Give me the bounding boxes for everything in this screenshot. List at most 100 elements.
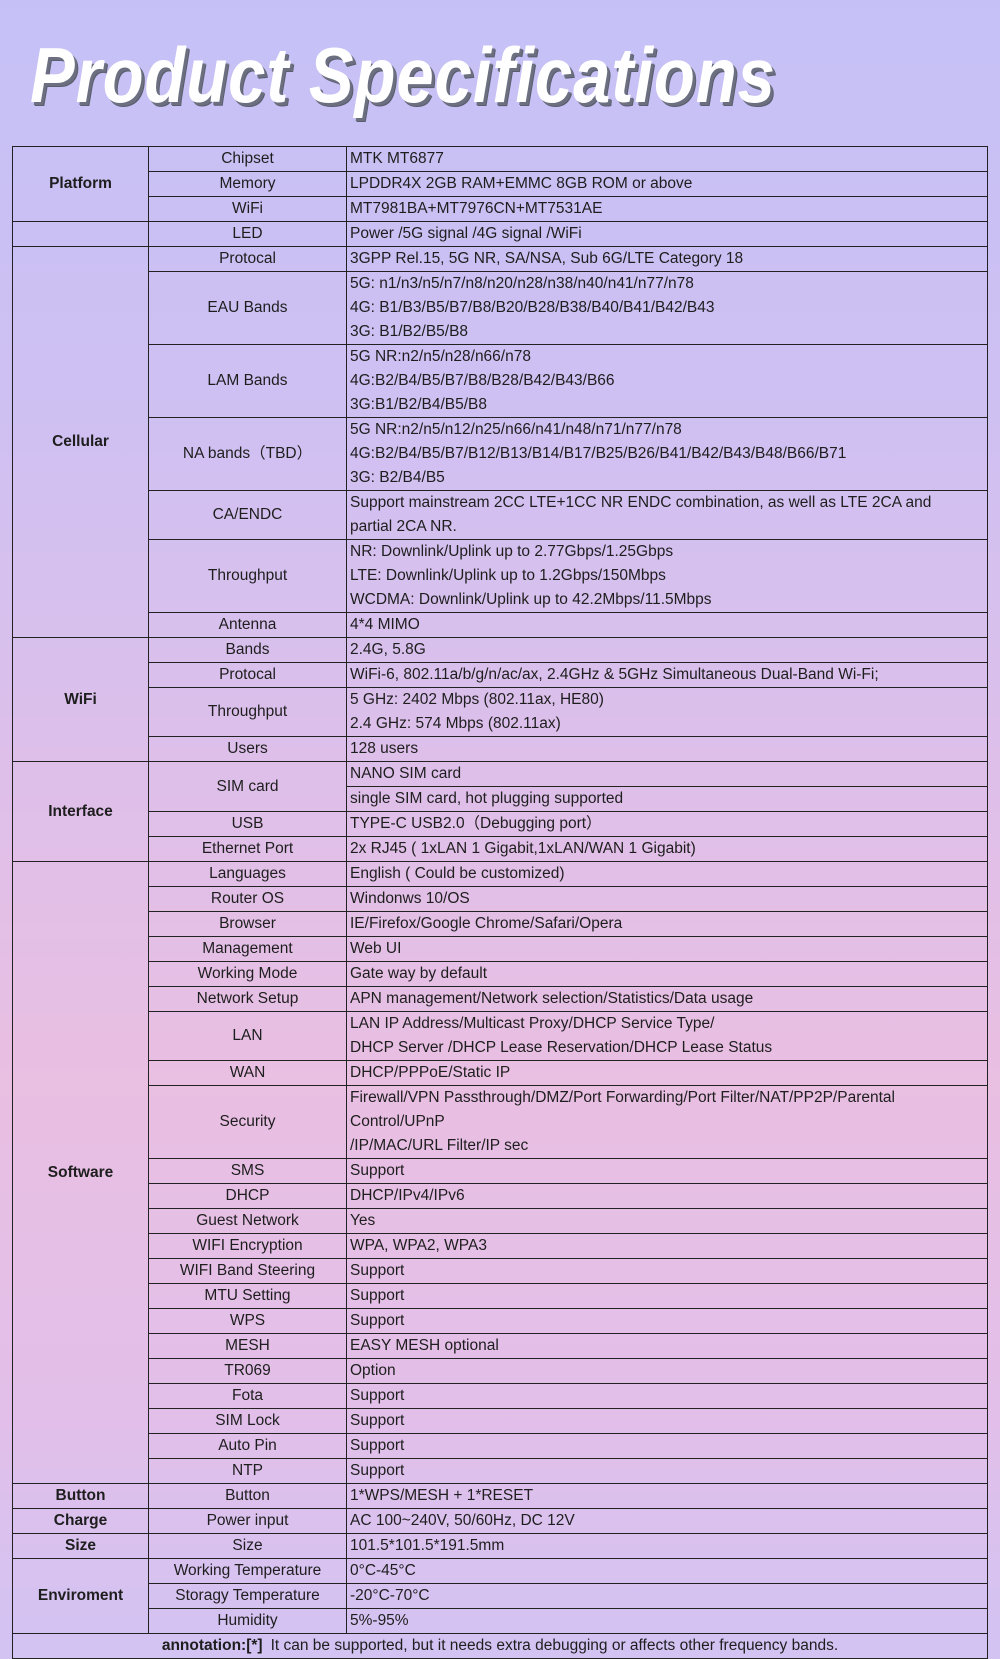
spec-value-line: Support mainstream 2CC LTE+1CC NR ENDC c… [350, 494, 932, 511]
spec-value: MT7981BA+MT7976CN+MT7531AE [346, 196, 988, 222]
spec-label: DHCP [148, 1183, 347, 1209]
spec-label: LAN [148, 1011, 347, 1061]
spec-label: Working Mode [148, 961, 347, 987]
spec-label: LED [148, 221, 347, 247]
spec-value-line: 3G:B1/B2/B4/B5/B8 [350, 396, 488, 413]
spec-row: Browser IE/Firefox/Google Chrome/Safari/O… [13, 911, 988, 937]
spec-value-line: 5G: n1/n3/n5/n7/n8/n20/n28/n38/n40/n41/n… [350, 275, 694, 292]
spec-value-line: Control/UPnP [350, 1113, 445, 1130]
page-title: Product Specifications [30, 31, 776, 119]
spec-value: 3GPP Rel.15, 5G NR, SA/NSA, Sub 6G/LTE C… [346, 246, 988, 272]
spec-value-line: DHCP Server /DHCP Lease Reservation/DHCP… [350, 1039, 773, 1056]
spec-value: Support mainstream 2CC LTE+1CC NR ENDC c… [346, 490, 988, 540]
spec-value: Support [346, 1383, 988, 1409]
spec-value-line: LAN IP Address/Multicast Proxy/DHCP Serv… [350, 1015, 715, 1032]
spec-value-line: /IP/MAC/URL Filter/IP sec [350, 1137, 529, 1154]
spec-row: Charge Power input AC 100~240V, 50/60Hz, D… [12, 1508, 988, 1534]
spec-row: LAN LAN IP Address/Multicast Proxy/DHCP S… [13, 1011, 988, 1061]
spec-value: Support [346, 1308, 988, 1334]
category-cell: Platform [12, 146, 149, 222]
spec-value: -20°C-70°C [346, 1583, 988, 1609]
spec-value-line: single SIM card, hot plugging supported [350, 790, 624, 807]
spec-row: SIM Lock Support [13, 1408, 988, 1434]
spec-label: Network Setup [148, 986, 347, 1012]
spec-value-line: Support [350, 1437, 405, 1454]
spec-value: 5%-95% [346, 1608, 988, 1634]
annotation-row: annotation:[*] It can be supported, but i… [12, 1633, 988, 1659]
spec-value-line: LTE: Downlink/Uplink up to 1.2Gbps/150Mb… [350, 567, 666, 584]
spec-row: LAM Bands 5G NR:n2/n5/n28/n66/n78 4G:B2/B4… [13, 344, 988, 418]
spec-value: Support [346, 1433, 988, 1459]
spec-row: Auto Pin Support [13, 1433, 988, 1459]
spec-value-line: 5G NR:n2/n5/n28/n66/n78 [350, 348, 531, 365]
spec-row: WIFI Encryption WPA, WPA2, WPA3 [13, 1233, 988, 1259]
spec-value: WPA, WPA2, WPA3 [346, 1233, 988, 1259]
spec-label: SIM card [148, 761, 347, 812]
spec-value-line: Support [350, 1162, 405, 1179]
spec-row: Router OS Windonws 10/OS [13, 886, 988, 912]
category-cell: Cellular [12, 246, 149, 638]
spec-row: MESH EASY MESH optional [13, 1333, 988, 1359]
spec-row: Button Button 1*WPS/MESH + 1*RESET [12, 1483, 988, 1509]
spec-row: Throughput 5 GHz: 2402 Mbps (802.11ax, HE… [13, 687, 988, 737]
spec-value: 5G NR:n2/n5/n28/n66/n78 4G:B2/B4/B5/B7/B8… [346, 344, 988, 418]
category-cell: Enviroment [12, 1558, 149, 1634]
spec-value: Yes [346, 1208, 988, 1234]
spec-value-line: 0°C-45°C [350, 1562, 416, 1579]
spec-row: Users 128 users [13, 736, 988, 762]
spec-value: 2x RJ45 ( 1xLAN 1 Gigabit,1xLAN/WAN 1 Gi… [346, 836, 988, 862]
spec-value-line: APN management/Network selection/Statist… [350, 990, 754, 1007]
spec-label: SMS [148, 1158, 347, 1184]
spec-label: Router OS [148, 886, 347, 912]
spec-value-line: 4G: B1/B3/B5/B7/B8/B20/B28/B38/B40/B41/B… [350, 299, 715, 316]
spec-value-line: MTK MT6877 [350, 150, 444, 167]
category-cell: Size [12, 1533, 149, 1559]
category-cell: Button [12, 1483, 149, 1509]
spec-value-line: 3G: B2/B4/B5 [350, 469, 445, 486]
spec-value: 5 GHz: 2402 Mbps (802.11ax, HE80) 2.4 GHz… [346, 687, 988, 737]
spec-row: WiFi MT7981BA+MT7976CN+MT7531AE [13, 196, 988, 222]
spec-row: single SIM card, hot plugging supported [13, 786, 988, 812]
spec-label: Antenna [148, 612, 347, 638]
spec-table: Platform Chipset MTK MT6877 Memory LPDDR4X 2… [12, 146, 988, 1659]
annotation: annotation:[*] It can be supported, but i… [12, 1633, 988, 1659]
spec-label: WiFi [148, 196, 347, 222]
spec-value: Support [346, 1408, 988, 1434]
spec-row: WAN DHCP/PPPoE/Static IP [13, 1060, 988, 1086]
spec-row: Storagy Temperature -20°C-70°C [13, 1583, 988, 1609]
spec-value-line: Yes [350, 1212, 376, 1229]
spec-value: Option [346, 1358, 988, 1384]
spec-row: Platform Chipset MTK MT6877 [12, 146, 988, 222]
spec-label: Management [148, 936, 347, 962]
category-cell: Interface [12, 761, 149, 862]
spec-label: Power input [148, 1508, 347, 1534]
spec-value: DHCP/PPPoE/Static IP [346, 1060, 988, 1086]
spec-row: Working Mode Gate way by default [13, 961, 988, 987]
spec-value: MTK MT6877 [346, 146, 988, 172]
category-cell: Software [12, 861, 149, 1484]
spec-value-line: 2.4 GHz: 574 Mbps (802.11ax) [350, 715, 561, 732]
spec-label: USB [148, 811, 347, 837]
spec-label: Protocal [148, 662, 347, 688]
spec-value-line: Web UI [350, 940, 402, 957]
spec-value-line: NR: Downlink/Uplink up to 2.77Gbps/1.25G… [350, 543, 674, 560]
spec-value-line: 2x RJ45 ( 1xLAN 1 Gigabit,1xLAN/WAN 1 Gi… [350, 840, 696, 857]
spec-value-line: 3GPP Rel.15, 5G NR, SA/NSA, Sub 6G/LTE C… [350, 250, 744, 267]
spec-label: WIFI Encryption [148, 1233, 347, 1259]
spec-value: single SIM card, hot plugging supported [346, 786, 988, 812]
spec-label: Security [148, 1085, 347, 1159]
annotation-text: It can be supported, but it needs extra … [270, 1637, 839, 1654]
spec-label: WAN [148, 1060, 347, 1086]
spec-label: Size [148, 1533, 347, 1559]
spec-label: Button [148, 1483, 347, 1509]
spec-row: Throughput NR: Downlink/Uplink up to 2.77… [13, 539, 988, 613]
spec-value: 4*4 MIMO [346, 612, 988, 638]
spec-row: WPS Support [13, 1308, 988, 1334]
spec-value: Windonws 10/OS [346, 886, 988, 912]
spec-row: Interface SIM card NANO SIM card [12, 761, 988, 862]
spec-row: Humidity 5%-95% [13, 1608, 988, 1634]
spec-value-line: 4G:B2/B4/B5/B7/B8/B28/B42/B43/B66 [350, 372, 615, 389]
spec-row: TR069 Option [13, 1358, 988, 1384]
spec-value-line: 101.5*101.5*191.5mm [350, 1537, 505, 1554]
spec-value-line: Support [350, 1287, 405, 1304]
